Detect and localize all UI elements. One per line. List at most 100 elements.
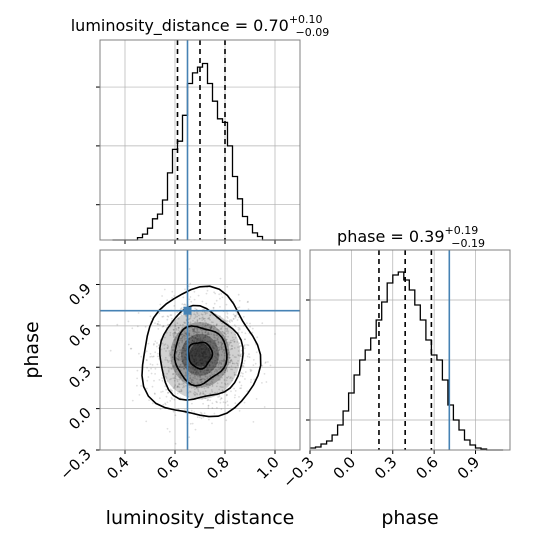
joint-sample-point	[208, 354, 211, 356]
joint-sample-point	[210, 333, 213, 335]
joint-sample-point	[196, 327, 199, 330]
joint-sample-point	[210, 360, 212, 363]
joint-sample-point	[175, 368, 178, 371]
joint-sample-point	[222, 373, 225, 376]
joint-sample-point	[179, 337, 181, 340]
joint-sample-point	[223, 359, 226, 362]
joint-sample-point	[228, 361, 230, 364]
joint-sample-point	[188, 365, 191, 368]
joint-sample-point	[184, 314, 187, 317]
joint-sample-point	[225, 367, 228, 370]
joint-sample-point	[209, 340, 211, 342]
joint-sample-point	[212, 368, 214, 371]
joint-sample-point	[192, 379, 195, 382]
joint-sample-point	[190, 300, 193, 303]
joint-sample-point	[261, 364, 264, 367]
joint-sample-point	[209, 327, 212, 330]
joint-sample-point	[201, 362, 204, 365]
joint-sample-point	[215, 344, 217, 347]
joint-sample-point	[192, 349, 194, 352]
joint-sample-point	[178, 376, 181, 378]
joint-sample-point	[215, 339, 218, 342]
joint-sample-point	[191, 335, 194, 338]
joint-sample-point	[181, 337, 183, 340]
joint-sample-point	[174, 375, 177, 378]
joint-sample-point	[190, 334, 193, 337]
ld-title-main: luminosity_distance = 0.70	[71, 16, 289, 36]
joint-sample-point	[184, 363, 187, 366]
joint-sample-point	[220, 341, 223, 344]
phase-quantile-lines	[378, 250, 433, 450]
joint-sample-point	[171, 297, 174, 299]
joint-sample-point	[173, 331, 175, 334]
joint-sample-point	[172, 373, 175, 375]
joint-sample-point	[234, 390, 237, 392]
joint-sample-point	[207, 357, 210, 359]
joint-sample-point	[177, 349, 179, 352]
joint-sample-point	[246, 390, 249, 393]
joint-sample-point	[200, 412, 203, 415]
joint-sample-point	[216, 353, 219, 356]
joint-sample-point	[200, 378, 203, 381]
joint-sample-point	[194, 394, 196, 396]
joint-sample-point	[217, 366, 220, 369]
joint-sample-point	[190, 365, 193, 367]
joint-sample-point	[184, 288, 186, 291]
joint-sample-point	[193, 328, 196, 330]
joint-sample-point	[179, 357, 182, 360]
joint-sample-point	[211, 422, 213, 425]
joint-sample-point	[116, 323, 119, 326]
joint-sample-point	[234, 366, 237, 369]
joint-sample-point	[251, 327, 254, 330]
joint-sample-point	[166, 344, 169, 347]
ld-histogram-step	[112, 62, 293, 241]
joint-sample-point	[222, 360, 225, 363]
joint-sample-point	[208, 349, 211, 352]
joint-sample-point	[183, 330, 186, 333]
joint-sample-point	[179, 358, 182, 361]
joint-sample-point	[179, 396, 182, 399]
joint-sample-point	[251, 331, 254, 334]
joint-sample-point	[228, 366, 231, 369]
joint-sample-point	[209, 353, 212, 356]
joint-sample-point	[219, 328, 222, 331]
joint-sample-point	[204, 333, 207, 336]
joint-sample-point	[234, 325, 237, 328]
joint-sample-point	[190, 341, 193, 344]
joint-sample-point	[191, 335, 194, 338]
joint-sample-point	[242, 315, 245, 318]
joint-sample-point	[191, 336, 194, 339]
joint-sample-point	[209, 341, 212, 344]
joint-sample-point	[196, 334, 199, 337]
joint-sample-point	[184, 343, 187, 346]
phase-title-sub: −0.19	[451, 237, 485, 250]
joint-sample-point	[185, 358, 188, 361]
joint-sample-point	[149, 315, 152, 318]
joint-sample-point	[158, 397, 161, 400]
joint-sample-point	[201, 317, 203, 319]
joint-sample-point	[206, 351, 209, 353]
joint-sample-point	[263, 406, 266, 408]
joint-panel	[96, 249, 301, 454]
joint-sample-point	[226, 328, 229, 331]
joint-sample-point	[127, 343, 130, 346]
joint-sample-point	[181, 355, 184, 358]
joint-sample-point	[178, 341, 181, 344]
joint-sample-point	[203, 387, 206, 390]
joint-sample-point	[173, 305, 176, 307]
joint-sample-point	[176, 380, 179, 383]
joint-sample-point	[228, 344, 231, 346]
joint-sample-point	[198, 351, 200, 353]
joint-sample-point	[181, 339, 184, 342]
joint-sample-point	[198, 354, 201, 356]
joint-sample-point	[199, 345, 202, 348]
joint-sample-point	[209, 314, 212, 317]
joint-sample-point	[177, 355, 180, 358]
joint-sample-point	[206, 324, 209, 327]
joint-sample-point	[170, 346, 173, 348]
joint-sample-point	[196, 340, 198, 343]
joint-sample-point	[191, 378, 194, 381]
joint-sample-point	[204, 374, 207, 377]
joint-sample-point	[225, 367, 228, 370]
joint-sample-point	[188, 390, 191, 393]
